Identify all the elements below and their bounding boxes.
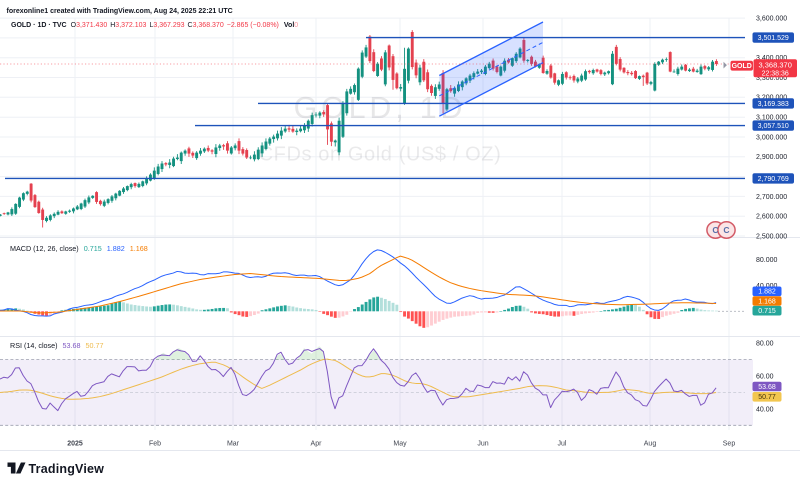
svg-text:22:38:36: 22:38:36 [762, 70, 789, 77]
svg-text:50.77: 50.77 [758, 394, 776, 401]
svg-text:forexonline1 created with Trad: forexonline1 created with TradingView.co… [7, 8, 233, 15]
svg-text:Sep: Sep [723, 440, 736, 447]
svg-text:2025: 2025 [67, 440, 83, 447]
svg-text:Feb: Feb [149, 440, 161, 447]
svg-text:3,100.000: 3,100.000 [756, 115, 787, 122]
svg-text:2,900.000: 2,900.000 [756, 154, 787, 161]
svg-text:3,169.383: 3,169.383 [758, 101, 789, 108]
svg-text:3,501.529: 3,501.529 [758, 35, 789, 42]
svg-text:40.00: 40.00 [756, 406, 774, 413]
svg-text:2,600.000: 2,600.000 [756, 214, 787, 221]
svg-text:CFDs on Gold (US$ / OZ): CFDs on Gold (US$ / OZ) [259, 144, 502, 166]
svg-text:Aug: Aug [644, 440, 657, 447]
svg-text:Jun: Jun [477, 440, 488, 447]
svg-text:3,368.370: 3,368.370 [759, 60, 792, 69]
svg-text:TradingView: TradingView [29, 462, 105, 476]
svg-text:C: C [723, 225, 729, 235]
svg-text:Jul: Jul [558, 440, 567, 447]
svg-text:May: May [393, 440, 407, 447]
svg-text:1.168: 1.168 [758, 298, 776, 305]
svg-text:2,790.769: 2,790.769 [758, 176, 789, 183]
svg-text:3,600.000: 3,600.000 [756, 16, 787, 23]
svg-text:1.882: 1.882 [758, 289, 776, 296]
svg-text:GOLD, 1D: GOLD, 1D [294, 91, 467, 125]
svg-text:3,057.510: 3,057.510 [758, 123, 789, 130]
svg-text:3,400.000: 3,400.000 [756, 55, 787, 62]
svg-text:3,300.000: 3,300.000 [756, 75, 787, 82]
svg-text:Mar: Mar [227, 440, 240, 447]
svg-text:40.000: 40.000 [756, 283, 778, 290]
svg-text:53.68: 53.68 [758, 384, 776, 391]
svg-text:C: C [712, 225, 718, 235]
svg-text:60.00: 60.00 [756, 373, 774, 380]
svg-text:80.00: 80.00 [756, 341, 774, 348]
svg-text:2,700.000: 2,700.000 [756, 194, 787, 201]
svg-text:2,500.000: 2,500.000 [756, 233, 787, 240]
svg-text:Apr: Apr [311, 440, 323, 447]
svg-text:GOLD: GOLD [732, 63, 752, 70]
svg-text:3,000.000: 3,000.000 [756, 134, 787, 141]
svg-text:80.000: 80.000 [756, 257, 778, 264]
svg-text:0.715: 0.715 [758, 308, 776, 315]
